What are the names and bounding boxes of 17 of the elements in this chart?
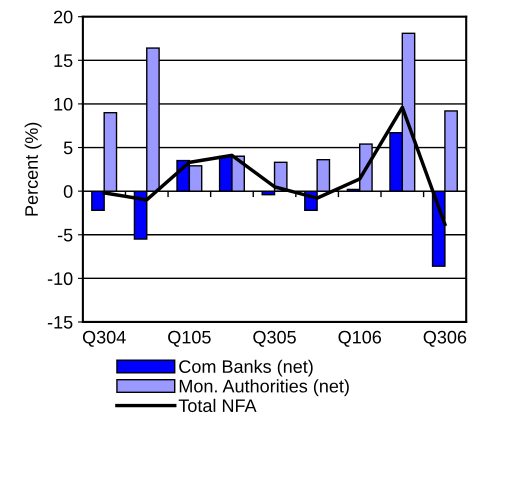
y-tick-label: 5 [64,142,72,154]
y-tick-label: 15 [54,54,72,68]
x-tick-label: Q304 [82,330,126,347]
y-tick-label: 0 [64,185,72,198]
y-tick-label: 20 [54,10,72,24]
y-tick-label: -5 [58,228,72,242]
x-tick-label: Q306 [424,330,466,347]
y-tick-label: -15 [48,316,72,329]
legend-label: Mon. Authorities (net) [180,379,349,396]
legend-label: Total NFA [178,398,257,412]
y-tick-label: 10 [54,98,72,111]
y-tick-label: -10 [48,272,72,286]
y-axis-title: Percent (%) [24,122,42,216]
legend-label: Com Banks (net) [179,360,313,377]
x-tick-label: Q106 [338,330,382,347]
x-tick-label: Q305 [253,330,296,347]
x-tick-label: Q105 [168,330,211,347]
